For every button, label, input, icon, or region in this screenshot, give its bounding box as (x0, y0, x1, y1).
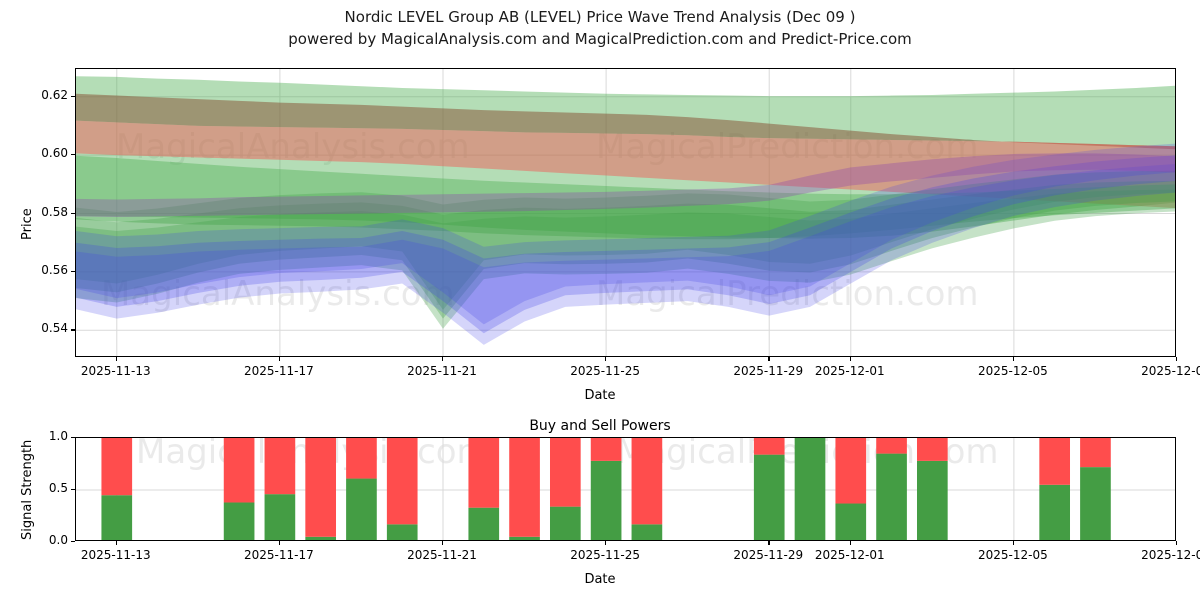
price-x-tick-2025-11-17: 2025-11-17 (244, 364, 314, 378)
signal-x-tickmark (605, 541, 607, 545)
signal-chart-plot (76, 438, 1175, 540)
price-y-tick-0.56: 0.56 (41, 262, 68, 277)
price-x-tickmark (1176, 357, 1178, 361)
signal-y-tick-0.0: 0.0 (48, 533, 68, 547)
signal-x-tickmark (442, 541, 444, 545)
price-x-tickmark (442, 357, 444, 361)
price-x-tickmark (115, 357, 118, 361)
signal-x-axis-label: Date (584, 572, 616, 587)
signal-y-tickmark (71, 437, 75, 439)
signal-x-tick-2025-12-09: 2025-12-09 (1141, 548, 1200, 562)
price-y-tick-0.58: 0.58 (41, 204, 68, 219)
signal-x-tickmark (1012, 541, 1015, 545)
price-x-tick-2025-11-25: 2025-11-25 (570, 364, 640, 378)
price-y-tickmark (71, 154, 75, 156)
price-y-tickmark (71, 270, 75, 273)
signal-x-tick-2025-12-05: 2025-12-05 (978, 548, 1048, 562)
price-y-tick-0.60: 0.60 (41, 146, 68, 161)
price-y-tick-0.54: 0.54 (41, 321, 68, 336)
signal-x-tickmark (768, 541, 770, 545)
signal-x-tickmark (849, 541, 852, 545)
price-y-tick-0.62: 0.62 (41, 87, 68, 102)
signal-x-tick-2025-12-01: 2025-12-01 (814, 548, 885, 562)
price-x-tickmark (278, 357, 281, 361)
signal-y-tick-1.0: 1.0 (48, 429, 68, 443)
price-x-tickmark (768, 357, 770, 361)
price-x-tick-2025-12-05: 2025-12-05 (978, 364, 1048, 378)
signal-y-tickmark (71, 489, 75, 491)
signal-x-tickmark (1176, 541, 1178, 545)
price-chart-axes: MagicalAnalysis.com MagicalPrediction.com… (75, 68, 1176, 357)
signal-y-tick-0.5: 0.5 (48, 481, 68, 495)
signal-chart-title: Buy and Sell Powers (529, 418, 671, 434)
price-x-tickmark (849, 357, 852, 361)
title-line-1: Nordic LEVEL Group AB (LEVEL) Price Wave… (344, 8, 856, 26)
signal-x-tick-2025-11-25: 2025-11-25 (570, 548, 640, 562)
page-title: Nordic LEVEL Group AB (LEVEL) Price Wave… (0, 6, 1200, 50)
signal-x-tick-2025-11-13: 2025-11-13 (80, 548, 151, 562)
price-x-tick-2025-12-01: 2025-12-01 (814, 364, 885, 378)
signal-x-tickmark (278, 541, 281, 545)
signal-x-tick-2025-11-29: 2025-11-29 (733, 548, 804, 562)
signal-y-axis-label: Signal Strength (20, 439, 35, 540)
signal-y-tickmark (71, 541, 75, 543)
signal-x-tick-2025-11-21: 2025-11-21 (407, 548, 477, 562)
price-x-axis-label: Date (584, 388, 616, 403)
price-y-tickmark (71, 212, 75, 214)
title-line-2: powered by MagicalAnalysis.com and Magic… (288, 30, 912, 48)
price-chart-plot (76, 69, 1175, 356)
signal-x-tick-2025-11-17: 2025-11-17 (244, 548, 314, 562)
price-x-tickmark (605, 357, 607, 361)
price-y-tickmark (71, 95, 75, 98)
price-x-tick-2025-11-21: 2025-11-21 (407, 364, 477, 378)
price-x-tick-2025-11-29: 2025-11-29 (733, 364, 804, 378)
price-x-tickmark (1012, 357, 1015, 361)
signal-x-tickmark (115, 541, 118, 545)
price-x-tick-2025-11-13: 2025-11-13 (80, 364, 151, 378)
price-x-tick-2025-12-09: 2025-12-09 (1141, 364, 1200, 378)
price-y-axis-label: Price (20, 208, 35, 240)
price-y-tickmark (71, 329, 75, 331)
